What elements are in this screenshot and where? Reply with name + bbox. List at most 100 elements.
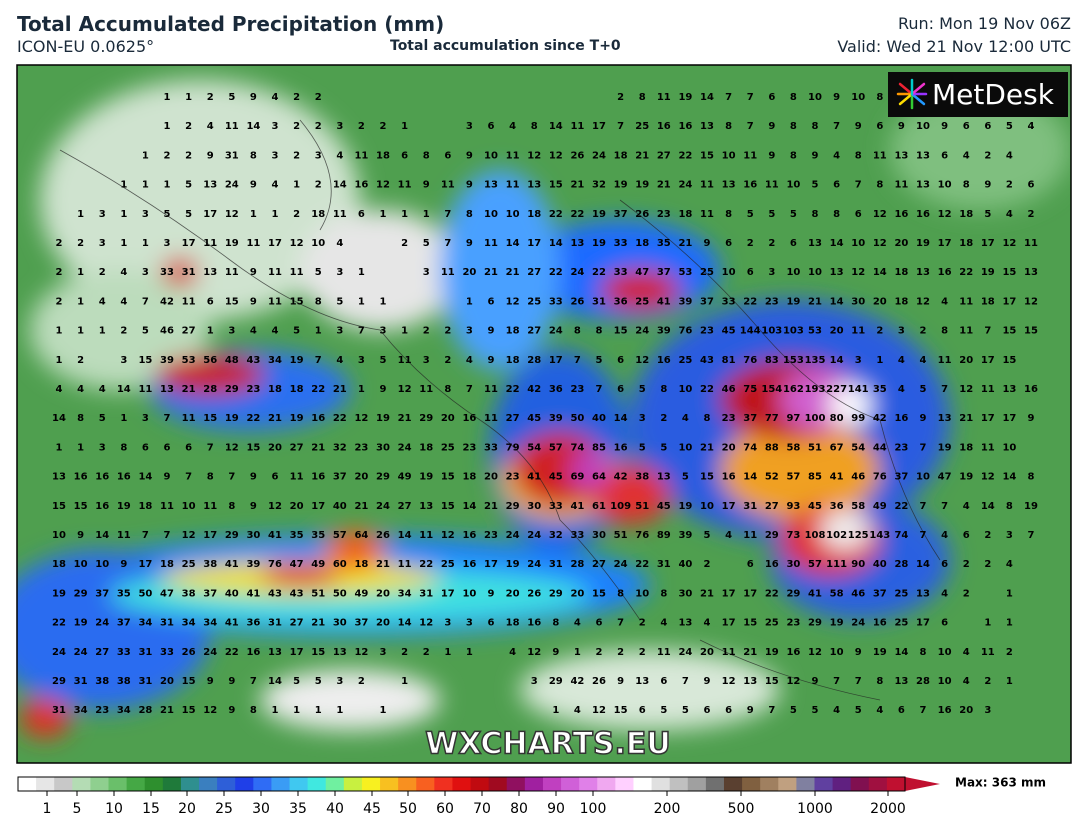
precip-value: 22 [333, 413, 347, 424]
precip-area [260, 670, 440, 730]
precip-value: 31 [138, 676, 152, 687]
precip-value: 20 [873, 296, 887, 307]
precip-value: 11 [743, 150, 757, 161]
precip-value: 16 [1024, 384, 1038, 395]
precip-value: 19 [52, 588, 66, 599]
precip-value: 12 [398, 384, 412, 395]
precip-value: 14 [268, 676, 282, 687]
precip-value: 11 [398, 559, 412, 570]
precip-value: 5 [812, 705, 819, 716]
precip-value: 31 [138, 647, 152, 658]
precip-value: 12 [225, 442, 239, 453]
colorbar-label: 70 [473, 801, 491, 817]
precip-value: 9 [552, 647, 559, 658]
colorbar-swatch [343, 777, 363, 791]
precip-value: 38 [182, 588, 196, 599]
precip-value: 32 [333, 442, 347, 453]
precip-value: 26 [376, 530, 390, 541]
precip-value: 12 [981, 472, 995, 483]
precip-value: 37 [894, 472, 908, 483]
precip-value: 10 [786, 267, 800, 278]
precip-value: 12 [959, 384, 973, 395]
precip-value: 18 [419, 442, 433, 453]
precip-value: 6 [876, 121, 883, 132]
precip-value: 5 [920, 384, 927, 395]
precip-value: 8 [812, 121, 819, 132]
precip-value: 22 [52, 618, 66, 629]
precip-value: 11 [182, 296, 196, 307]
precip-value: 6 [185, 442, 192, 453]
precip-value: 24 [225, 180, 239, 191]
precip-value: 74 [743, 442, 757, 453]
precip-value: 90 [851, 559, 865, 570]
colorbar-label: 100 [580, 801, 607, 817]
precip-value: 18 [506, 355, 520, 366]
precip-value: 2 [920, 326, 927, 337]
colorbar-swatch [723, 777, 743, 791]
precip-area [520, 650, 780, 730]
precip-value: 1 [380, 705, 387, 716]
precip-value: 3 [984, 705, 991, 716]
precip-value: 21 [484, 501, 498, 512]
precip-value: 10 [462, 588, 476, 599]
precip-value: 20 [722, 442, 736, 453]
precip-value: 109 [610, 501, 631, 512]
precip-value: 14 [462, 501, 476, 512]
colorbar-swatch [126, 777, 146, 791]
precip-value: 2 [963, 588, 970, 599]
precip-value: 6 [963, 530, 970, 541]
colorbar-label: 20 [178, 801, 196, 817]
precip-value: 34 [138, 618, 152, 629]
precip-value: 25 [894, 618, 908, 629]
precip-value: 32 [549, 530, 563, 541]
precip-value: 8 [855, 150, 862, 161]
precip-value: 12 [851, 267, 865, 278]
precip-value: 3 [466, 618, 473, 629]
precip-value: 8 [725, 121, 732, 132]
precip-value: 143 [869, 530, 890, 541]
precip-value: 7 [747, 121, 754, 132]
precip-value: 11 [484, 384, 498, 395]
precip-value: 23 [765, 296, 779, 307]
precip-value: 85 [592, 442, 606, 453]
precip-value: 5 [747, 209, 754, 220]
precip-value: 10 [830, 647, 844, 658]
precip-value: 1 [120, 413, 127, 424]
colorbar-swatch [361, 777, 381, 791]
precip-value: 9 [120, 559, 127, 570]
precip-value: 17 [311, 501, 325, 512]
precip-value: 7 [444, 209, 451, 220]
precip-value: 83 [765, 355, 779, 366]
precip-value: 22 [959, 267, 973, 278]
colorbar-swatch [235, 777, 254, 791]
precip-value: 29 [506, 501, 520, 512]
precip-value: 19 [592, 238, 606, 249]
precip-value: 21 [700, 588, 714, 599]
precip-value: 1 [358, 384, 365, 395]
precip-value: 9 [250, 92, 257, 103]
precip-value: 2 [423, 326, 430, 337]
precip-value: 42 [160, 296, 174, 307]
precip-value: 11 [290, 267, 304, 278]
precip-value: 15 [311, 647, 325, 658]
precip-value: 12 [376, 180, 390, 191]
precip-value: 6 [768, 92, 775, 103]
precip-value: 13 [203, 267, 217, 278]
colorbar-swatch [814, 777, 834, 791]
precip-value: 5 [639, 384, 646, 395]
precip-value: 22 [894, 501, 908, 512]
colorbar-label: 50 [399, 801, 417, 817]
precip-value: 6 [984, 121, 991, 132]
precip-value: 14 [117, 384, 131, 395]
precip-value: 33 [160, 267, 174, 278]
precip-value: 8 [920, 647, 927, 658]
precip-value: 18 [354, 559, 368, 570]
precip-value: 19 [225, 413, 239, 424]
precip-value: 5 [380, 355, 387, 366]
precip-value: 13 [484, 180, 498, 191]
precip-value: 28 [916, 676, 930, 687]
precip-value: 48 [225, 355, 239, 366]
precip-value: 76 [743, 355, 757, 366]
precip-value: 19 [74, 618, 88, 629]
precip-value: 19 [786, 296, 800, 307]
